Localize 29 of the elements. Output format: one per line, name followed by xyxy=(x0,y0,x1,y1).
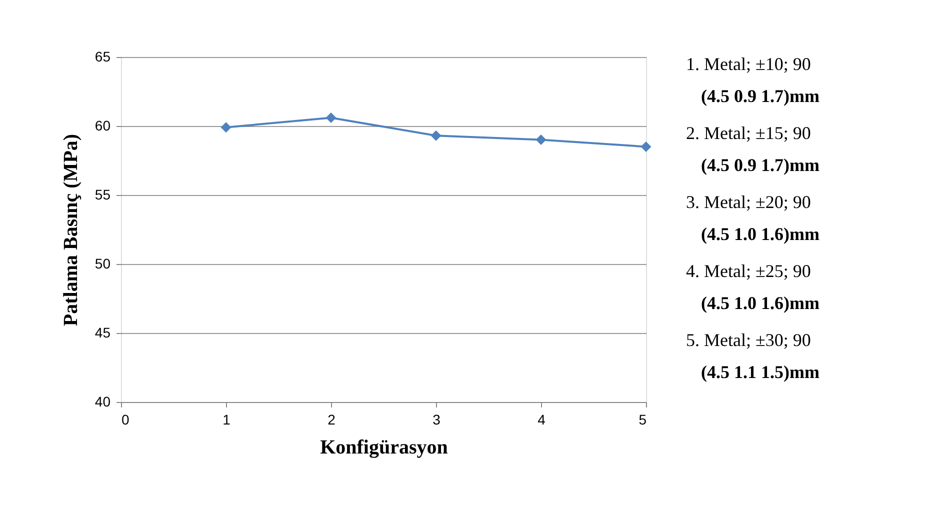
y-tick-label: 60 xyxy=(94,118,111,134)
point xyxy=(640,141,652,152)
text: 5. Metal; ±30; 90 xyxy=(686,330,811,350)
text: 1. Metal; ±10; 90 xyxy=(686,54,811,74)
text: (4.5 0.9 1.7)mm xyxy=(701,155,820,175)
point xyxy=(430,130,442,141)
x-tick-label: 1 xyxy=(222,412,231,428)
x-tick-label: 2 xyxy=(328,412,336,428)
y-tick-label: 65 xyxy=(94,48,111,64)
text: 3. Metal; ±20; 90 xyxy=(686,192,811,212)
text: 4. Metal; ±25; 90 xyxy=(686,261,811,281)
y-tick-label: 55 xyxy=(94,186,111,202)
x-tick-label: 0 xyxy=(122,412,130,428)
point xyxy=(326,112,336,123)
point xyxy=(220,122,232,133)
point xyxy=(536,134,546,146)
text: (4.5 1.1 1.5)mm xyxy=(701,362,820,382)
y-tick-label: 50 xyxy=(94,256,111,272)
y-tick-label: 40 xyxy=(94,394,111,410)
x-axis-title: Konfigürasyon xyxy=(320,436,448,458)
x-tick-label: 3 xyxy=(432,412,441,428)
y-tick-label: 45 xyxy=(94,324,111,340)
text: 2. Metal; ±15; 90 xyxy=(686,123,811,143)
text: (4.5 1.0 1.6)mm xyxy=(701,224,820,244)
x-tick-label: 4 xyxy=(538,412,546,428)
text: (4.5 0.9 1.7)mm xyxy=(701,86,820,106)
x-tick-label: 5 xyxy=(638,412,647,428)
text: (4.5 1.0 1.6)mm xyxy=(701,293,820,313)
y-axis-title: Patlama Basınç (MPa) xyxy=(60,134,82,326)
